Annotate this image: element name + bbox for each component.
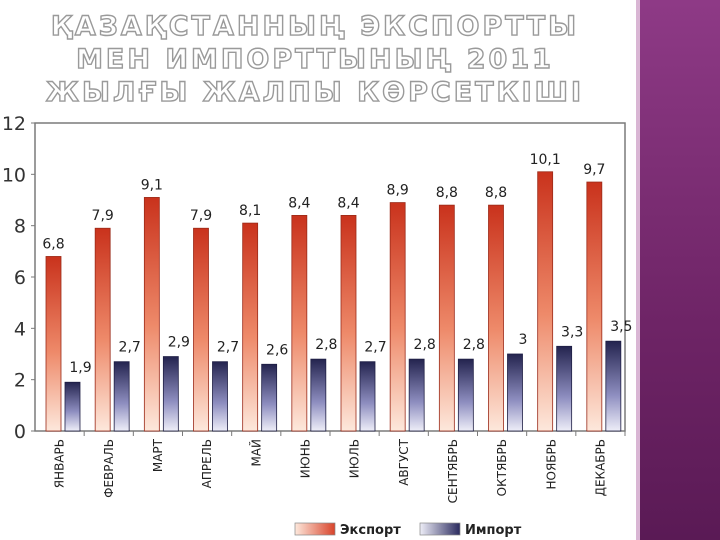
bar-export <box>45 256 62 432</box>
y-tick-label: 4 <box>14 318 26 340</box>
bar-import <box>457 358 474 432</box>
data-label-import: 2,9 <box>168 335 190 351</box>
bar-import <box>359 361 376 432</box>
y-tick-label: 12 <box>2 113 26 135</box>
data-label-export: 8,4 <box>288 195 310 211</box>
category-label: МАЙ <box>248 439 263 467</box>
category-label: АПРЕЛЬ <box>200 439 214 488</box>
category-label: СЕНТЯБРЬ <box>446 439 460 503</box>
bar-import <box>507 353 523 432</box>
bar-export <box>242 222 259 432</box>
data-label-import: 3,3 <box>561 324 583 340</box>
data-label-export: 8,9 <box>387 183 409 199</box>
y-tick-label: 6 <box>14 267 26 289</box>
data-label-export: 8,1 <box>239 203 261 219</box>
category-label: ИЮЛЬ <box>348 439 362 478</box>
data-label-export: 9,7 <box>583 162 605 178</box>
data-label-import: 2,7 <box>364 340 386 356</box>
bar-import <box>212 361 228 432</box>
category-label: АВГУСТ <box>397 438 411 485</box>
data-label-import: 1,9 <box>69 360 91 376</box>
data-label-import: 2,7 <box>119 340 141 356</box>
bar-import <box>64 381 81 432</box>
category-label: ИЮНЬ <box>298 439 312 478</box>
bar-chart: 0 2 4 6 8 10 12 6,8 1,9 7,9 2,7 9,1 2,9 7,9 2,7 8,1 2,6… <box>2 113 633 538</box>
category-label: ОКТЯБРЬ <box>495 439 509 496</box>
bar-export <box>291 214 308 432</box>
y-tick-label: 10 <box>2 164 26 186</box>
bar-import <box>556 345 573 432</box>
bar-export <box>438 204 455 432</box>
y-tick-label: 0 <box>14 421 26 443</box>
y-tick-label: 8 <box>14 216 26 238</box>
chart-title: ҚАЗАҚСТАННЫҢ ЭКСПОРТТЫ МЕН ИМПОРТТЫНЫҢ 2… <box>45 10 585 108</box>
data-label-import: 3 <box>519 332 528 348</box>
data-label-export: 6,8 <box>42 236 64 252</box>
data-label-import: 3,5 <box>610 319 632 335</box>
legend-label-import: Импорт <box>465 523 522 538</box>
legend-swatch-export <box>294 522 336 536</box>
data-label-export: 8,8 <box>436 185 458 201</box>
bar-import <box>261 363 278 432</box>
data-label-import: 2,7 <box>217 340 239 356</box>
legend: Экспорт Импорт <box>294 522 522 538</box>
data-label-import: 2,8 <box>315 337 337 353</box>
bar-import <box>408 358 425 432</box>
data-label-export: 8,4 <box>337 195 359 211</box>
data-label-export: 9,1 <box>141 177 163 193</box>
bar-import <box>113 361 130 432</box>
category-label: МАРТ <box>151 438 165 472</box>
data-label-import: 2,8 <box>463 337 485 353</box>
data-label-export: 8,8 <box>485 185 507 201</box>
y-tick-label: 2 <box>14 370 26 392</box>
bar-export <box>537 171 554 432</box>
bar-export <box>586 181 603 432</box>
bar-import <box>310 358 327 432</box>
category-label: ФЕВРАЛЬ <box>102 439 116 498</box>
bar-export <box>488 204 504 432</box>
category-label: ЯНВАРЬ <box>53 439 67 488</box>
data-label-import: 2,8 <box>414 337 436 353</box>
data-label-export: 10,1 <box>530 152 561 168</box>
data-label-import: 2,6 <box>266 342 288 358</box>
legend-label-export: Экспорт <box>340 523 401 538</box>
bar-import <box>605 340 622 432</box>
slide-edge-stripe <box>636 0 640 540</box>
category-label: НОЯБРЬ <box>544 439 558 490</box>
bar-export <box>143 197 160 432</box>
category-label: ДЕКАБРЬ <box>593 439 607 496</box>
data-label-export: 7,9 <box>92 208 114 224</box>
bar-import <box>162 356 179 432</box>
slide-side-panel <box>640 0 720 540</box>
bar-export <box>389 202 406 432</box>
bar-export <box>94 227 111 432</box>
bar-export <box>340 214 357 432</box>
data-label-export: 7,9 <box>190 208 212 224</box>
legend-swatch-import <box>419 522 461 536</box>
bar-export <box>193 227 209 432</box>
